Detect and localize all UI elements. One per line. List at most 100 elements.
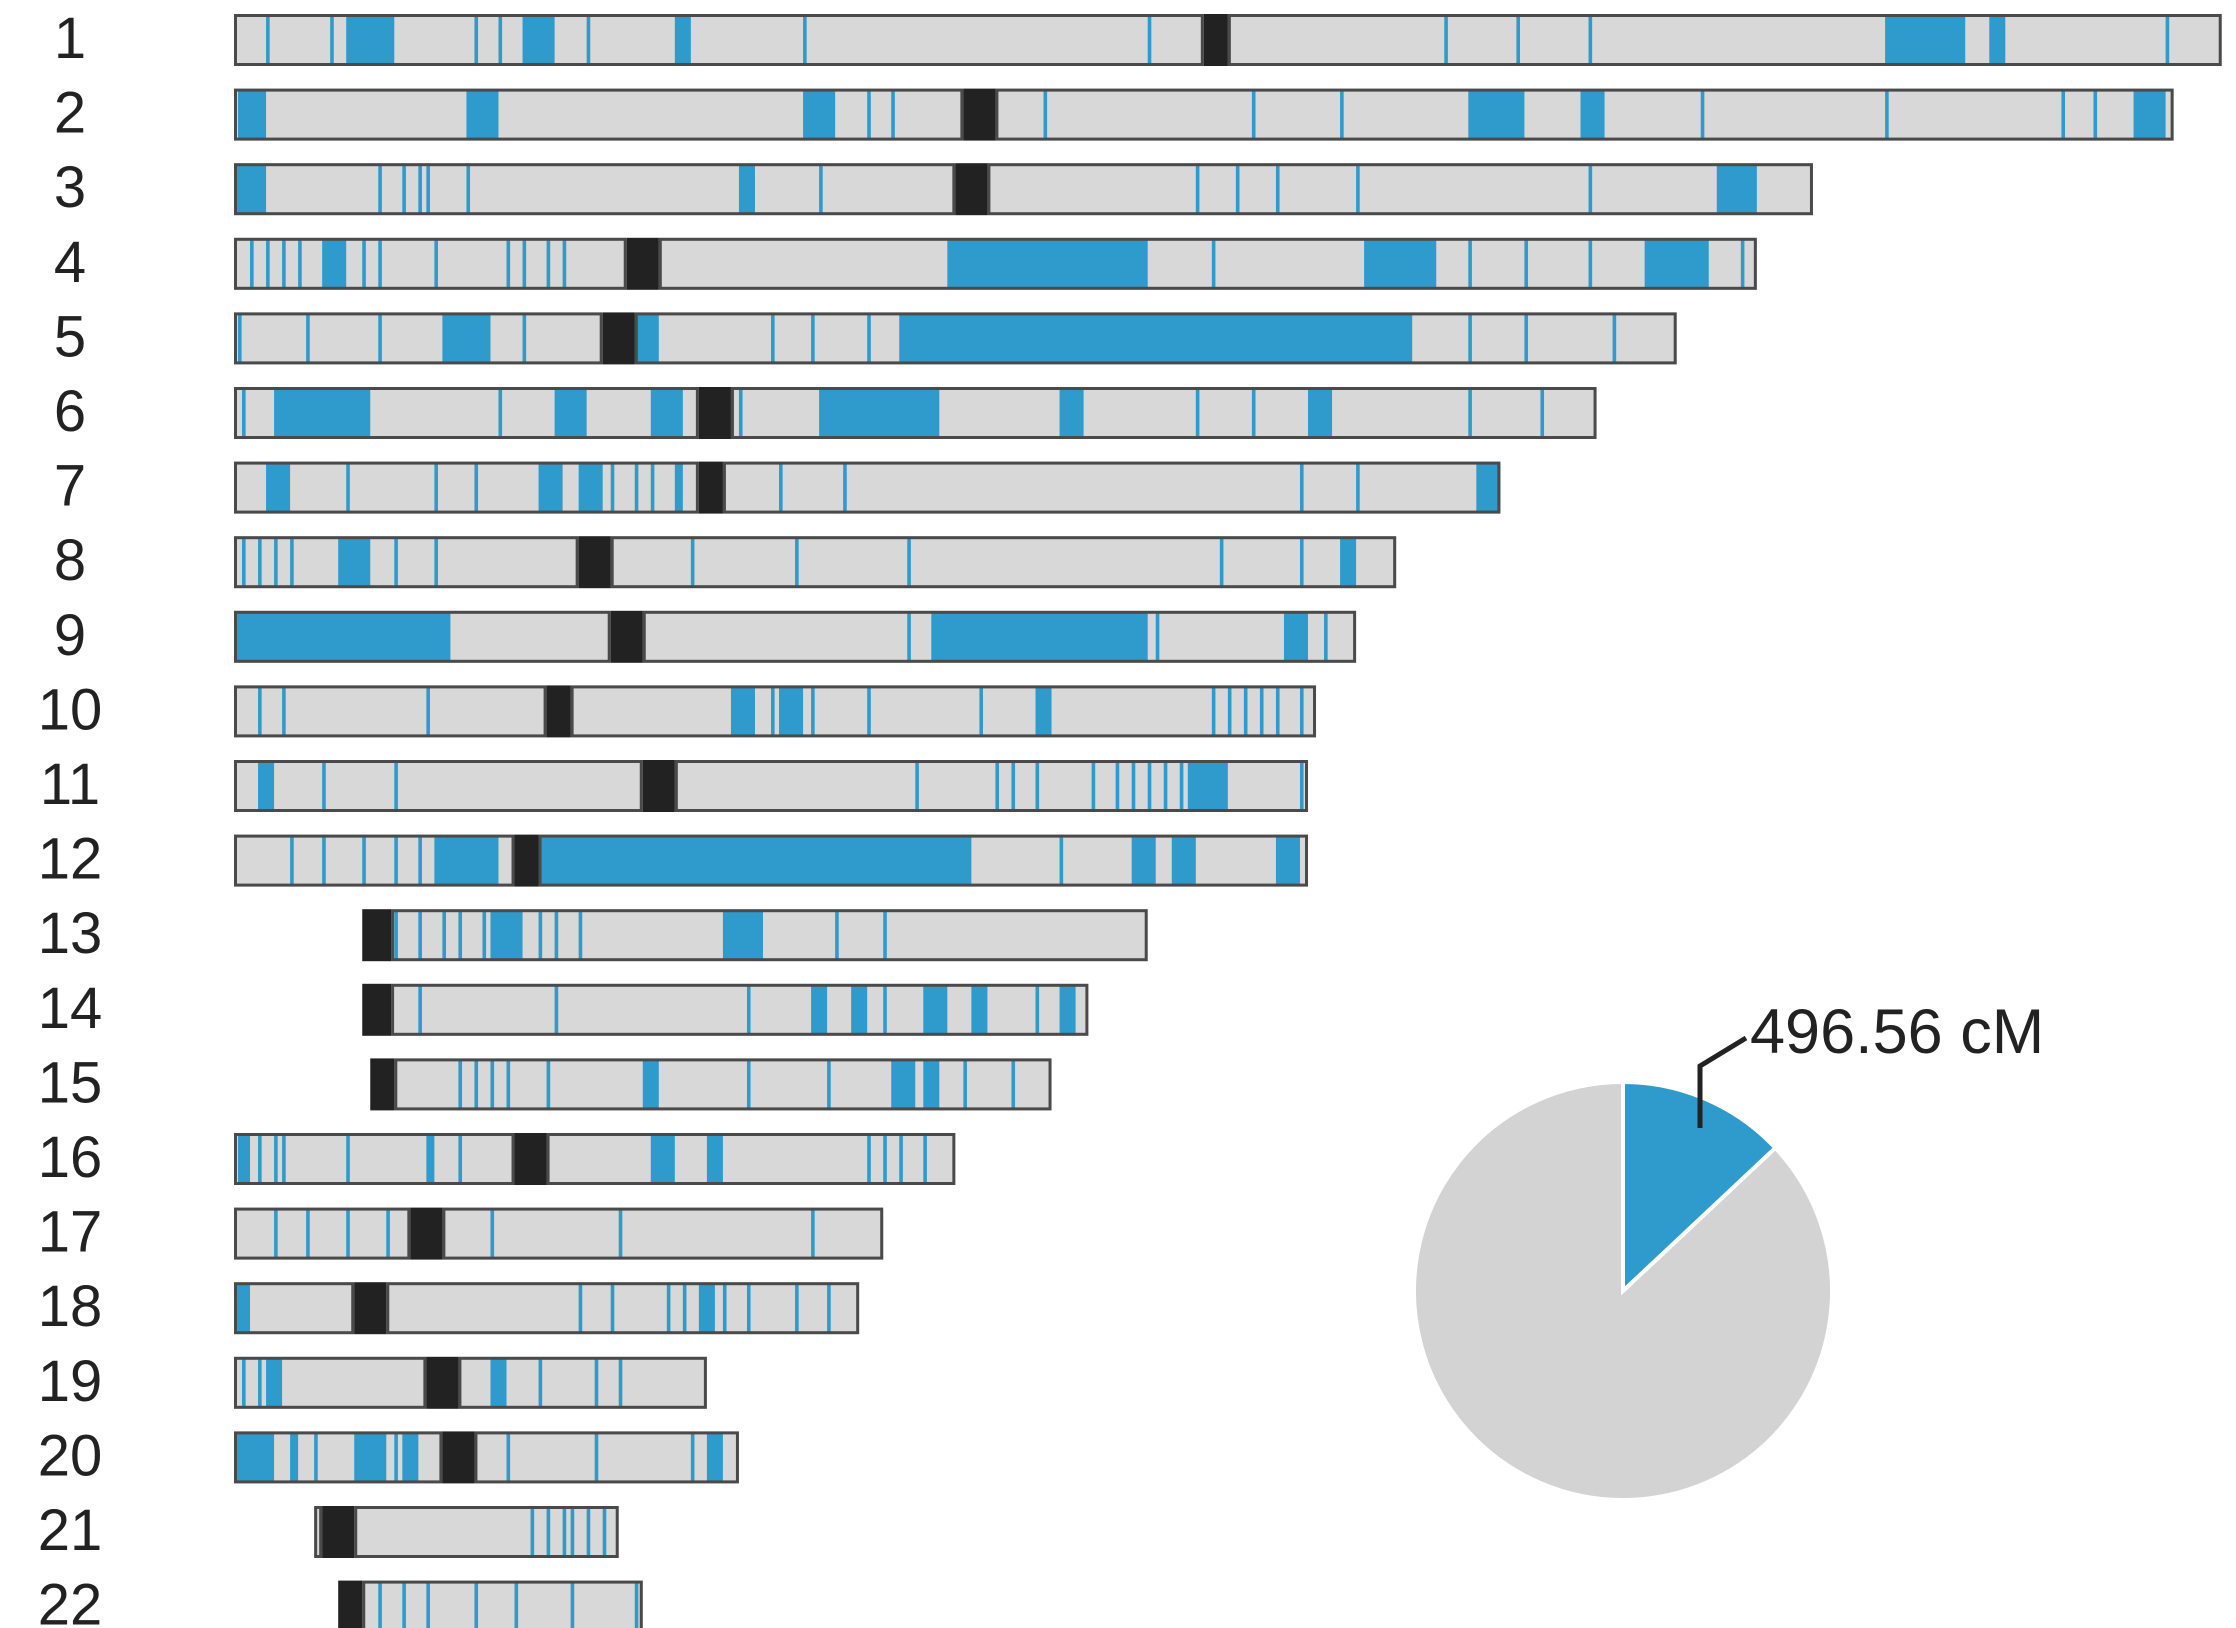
shared-segment xyxy=(1147,762,1152,810)
shared-segment xyxy=(238,1135,251,1183)
shared-segment xyxy=(346,16,395,64)
shared-segment xyxy=(827,1284,831,1333)
shared-segment xyxy=(426,687,430,736)
shared-segment xyxy=(843,463,847,512)
shared-segment xyxy=(819,165,823,214)
chromosome-label: 7 xyxy=(54,454,86,519)
shared-segment xyxy=(378,314,382,363)
shared-segment xyxy=(883,985,887,1034)
p-arm-outline xyxy=(234,1431,443,1484)
shared-segment xyxy=(1989,16,2006,64)
centromere xyxy=(602,312,635,365)
shared-segment xyxy=(266,16,270,64)
shared-segment xyxy=(530,1508,535,1556)
centromere xyxy=(698,387,731,439)
chromosome-label: 18 xyxy=(38,1274,103,1339)
shared-segment xyxy=(466,165,471,214)
shared-segment xyxy=(1524,314,1529,363)
shared-segment xyxy=(346,463,350,512)
chromosome-label: 10 xyxy=(38,677,103,742)
shared-segment xyxy=(490,1060,495,1109)
shared-segment xyxy=(418,165,422,214)
shared-segment xyxy=(546,239,551,288)
shared-segment xyxy=(282,687,286,736)
centromere xyxy=(1203,14,1228,66)
chromosome-label: 17 xyxy=(38,1200,103,1265)
pie-annotation-label: 496.56 cM xyxy=(1750,997,2044,1067)
q-arm-outline xyxy=(634,312,1677,365)
p-arm-outline xyxy=(234,312,603,365)
shared-segment xyxy=(1740,239,1745,288)
shared-segment xyxy=(803,16,807,64)
shared-segment xyxy=(238,314,242,363)
shared-segment xyxy=(258,1358,262,1407)
shared-segment xyxy=(378,1582,382,1628)
shared-segment xyxy=(811,687,815,736)
shared-segment xyxy=(562,239,567,288)
shared-segment xyxy=(650,389,683,437)
shared-segment xyxy=(250,239,254,288)
q-arm xyxy=(610,536,1397,589)
shared-segment xyxy=(290,538,294,587)
shared-segment xyxy=(1588,16,1593,64)
shared-segment xyxy=(690,1433,695,1482)
shared-segment xyxy=(730,687,755,736)
shared-segment xyxy=(1299,538,1304,587)
shared-segment xyxy=(618,1209,623,1258)
chromosome-label: 21 xyxy=(38,1498,103,1563)
shared-segment xyxy=(1043,90,1048,139)
shared-segment xyxy=(362,836,366,885)
shared-segment xyxy=(434,836,499,885)
shared-segment xyxy=(242,389,246,437)
shared-segment xyxy=(274,389,371,437)
p-arm xyxy=(234,685,547,738)
shared-segment xyxy=(458,1135,463,1183)
q-arm xyxy=(722,461,1501,514)
shared-segment xyxy=(538,836,972,885)
chromosome-label: 6 xyxy=(54,379,86,444)
shared-segment xyxy=(666,1284,671,1333)
centromere xyxy=(362,909,392,962)
shared-segment xyxy=(779,687,804,736)
shared-segment xyxy=(851,985,868,1034)
shared-segment xyxy=(554,911,559,960)
shared-segment xyxy=(1275,836,1300,885)
shared-segment xyxy=(1235,165,1240,214)
q-arm-outline xyxy=(674,760,1309,812)
shared-segment xyxy=(578,911,583,960)
shared-segment xyxy=(258,538,262,587)
shared-segment xyxy=(282,1135,286,1183)
centromere xyxy=(955,163,988,216)
q-arm-outline xyxy=(987,163,1813,216)
chromosome-9: 9 xyxy=(54,603,1357,668)
chromosome-label: 13 xyxy=(38,901,103,966)
shared-segment xyxy=(610,1284,615,1333)
shared-segment xyxy=(238,90,267,139)
shared-segment xyxy=(682,1284,687,1333)
shared-segment xyxy=(274,538,278,587)
shared-segment xyxy=(538,911,543,960)
shared-segment xyxy=(1195,165,1200,214)
shared-segment xyxy=(234,1433,275,1482)
shared-segment xyxy=(779,463,783,512)
chromosome-2: 2 xyxy=(54,81,2174,146)
shared-segment xyxy=(1251,389,1256,437)
p-arm-outline xyxy=(234,1282,355,1335)
shared-segment xyxy=(426,1135,435,1183)
q-arm xyxy=(386,1282,860,1335)
shared-segment xyxy=(1516,16,1521,64)
shared-segment xyxy=(931,612,1148,661)
shared-segment xyxy=(258,762,275,810)
shared-segment xyxy=(314,1433,318,1482)
shared-segment xyxy=(706,1135,723,1183)
chromosome-label: 15 xyxy=(38,1050,103,1115)
shared-segment xyxy=(458,911,463,960)
chromosome-12: 12 xyxy=(38,827,1309,892)
shared-segment xyxy=(1299,463,1304,512)
q-arm xyxy=(394,1058,1052,1111)
p-arm-outline xyxy=(234,760,643,812)
p-arm xyxy=(234,1356,427,1409)
shared-segment xyxy=(442,314,491,363)
p-arm-outline xyxy=(234,834,515,887)
shared-segment xyxy=(498,16,503,64)
